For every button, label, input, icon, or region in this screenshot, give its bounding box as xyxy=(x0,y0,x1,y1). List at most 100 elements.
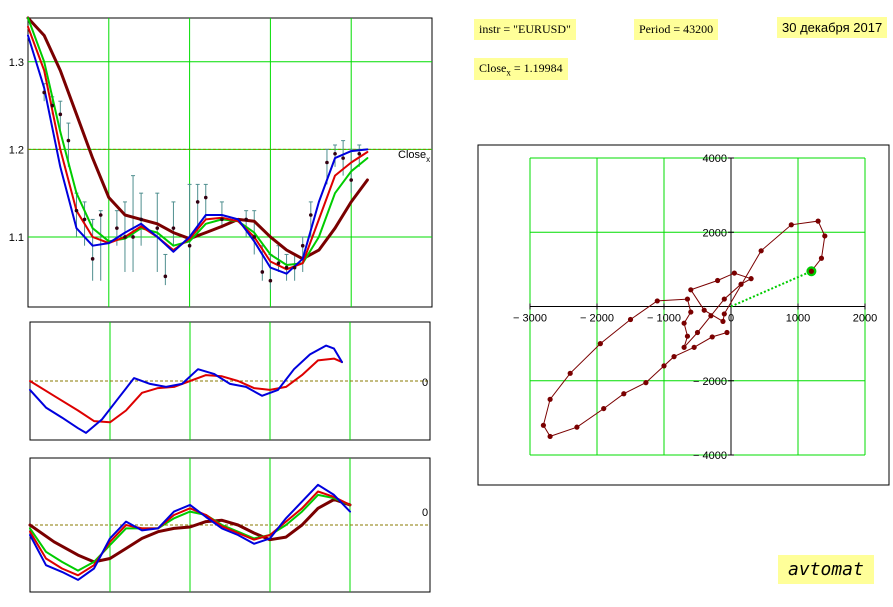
close-point xyxy=(325,160,329,165)
series-line-green xyxy=(29,493,351,572)
close-point xyxy=(309,213,313,217)
phase-point xyxy=(720,318,726,324)
close-point xyxy=(357,151,362,156)
series-line-blue xyxy=(27,34,369,275)
phase-point xyxy=(758,248,764,254)
close-point xyxy=(123,235,127,239)
oscillator-1-chart: 0 xyxy=(29,321,431,441)
phase-y-tick-label: − 2000 xyxy=(693,376,727,388)
close-points xyxy=(42,90,362,283)
main-price-chart: 1.1 1.2 1.3 Closex xyxy=(9,16,433,308)
phase-x-tick-label: 2000 xyxy=(853,313,877,325)
phase-x-tick-label: 0 xyxy=(728,313,734,325)
phase-trajectory xyxy=(540,218,828,440)
phase-plot: − 3000 − 2000 − 1000 0 1000 2000 − 4000 − 2000 2… xyxy=(477,144,890,486)
phase-point xyxy=(681,344,687,350)
close-point xyxy=(276,261,281,266)
close-point xyxy=(195,200,200,204)
phase-point xyxy=(748,276,754,282)
series-line-blue xyxy=(29,344,343,434)
close-point xyxy=(82,217,87,222)
phase-point xyxy=(721,296,727,302)
phase-point xyxy=(684,333,691,339)
phase-point xyxy=(671,354,677,360)
phase-point xyxy=(547,396,553,402)
phase-y-tick-label: 4000 xyxy=(703,153,727,165)
phase-point xyxy=(715,277,721,284)
phase-point xyxy=(681,320,687,326)
phase-point xyxy=(731,270,737,276)
close-point xyxy=(244,217,248,222)
phase-trend-dotted-line xyxy=(730,270,812,308)
phase-point xyxy=(574,424,580,430)
phase-trend-line xyxy=(730,270,812,308)
close-point xyxy=(292,265,297,270)
phase-point xyxy=(688,309,694,315)
close-point xyxy=(50,103,55,108)
phase-point xyxy=(694,329,701,336)
close-value-subscript: x xyxy=(506,67,511,78)
close-point xyxy=(300,243,305,248)
phase-point xyxy=(643,380,649,386)
instrument-label: instr = "EURUSD" xyxy=(474,19,576,40)
phase-y-tick-label: − 4000 xyxy=(693,450,727,462)
close-point xyxy=(220,217,224,222)
phase-point xyxy=(601,405,607,412)
close-point xyxy=(90,257,95,261)
series-line-red xyxy=(27,25,369,271)
close-point xyxy=(163,274,168,279)
series-line-red xyxy=(29,357,343,424)
phase-x-tick-label: − 2000 xyxy=(580,313,614,325)
close-point xyxy=(115,226,119,230)
close-point xyxy=(187,243,192,248)
close-point xyxy=(268,278,273,283)
main-chart-series xyxy=(26,16,369,275)
phase-point xyxy=(684,296,691,302)
phase-current-point xyxy=(808,268,815,274)
close-point xyxy=(349,178,354,182)
phase-point xyxy=(547,433,553,440)
y-tick-label: 1.2 xyxy=(9,144,24,156)
phase-point xyxy=(654,298,660,304)
close-point xyxy=(260,270,265,274)
close-point xyxy=(42,90,46,95)
close-point xyxy=(74,208,79,213)
close-point xyxy=(341,156,345,160)
y-tick-label: 1.3 xyxy=(9,57,24,69)
phase-point xyxy=(721,311,727,317)
phase-point xyxy=(627,316,634,323)
phase-point xyxy=(701,307,707,313)
series-line-blue xyxy=(29,483,351,581)
close-point xyxy=(252,235,257,239)
close-point xyxy=(333,151,337,156)
phase-point xyxy=(540,422,547,428)
phase-point xyxy=(688,287,694,293)
close-point xyxy=(284,265,289,270)
phase-point xyxy=(597,341,603,347)
main-chart-y-ticks: 1.1 1.2 1.3 xyxy=(9,57,24,244)
series-line-darkred xyxy=(26,16,369,261)
oscillator-1-zero-label: 0 xyxy=(422,377,428,389)
phase-point xyxy=(661,363,667,369)
series-line-green xyxy=(27,17,369,266)
close-point xyxy=(98,213,103,217)
period-label: Period = 43200 xyxy=(634,19,719,40)
phase-point xyxy=(724,329,730,336)
oscillator-2-series xyxy=(28,483,352,581)
close-reference-label: Closex xyxy=(398,149,430,164)
phase-point xyxy=(709,334,715,340)
close-point xyxy=(139,217,143,222)
phase-plot-outer-frame xyxy=(477,144,890,486)
oscillator-2-chart: 0 xyxy=(28,457,431,593)
phase-x-tick-label: 1000 xyxy=(786,313,810,325)
phase-x-tick-label: − 1000 xyxy=(647,313,681,325)
phase-point xyxy=(818,255,825,261)
oscillator-2-zero-label: 0 xyxy=(422,507,428,519)
phase-point xyxy=(708,313,714,319)
close-point xyxy=(171,226,176,230)
phase-plot-tick-labels: − 3000 − 2000 − 1000 0 1000 2000 − 4000 − 2000 2… xyxy=(513,153,877,462)
phase-point xyxy=(822,233,828,239)
close-point xyxy=(66,138,71,143)
phase-x-tick-label: − 3000 xyxy=(513,313,547,325)
phase-point xyxy=(788,222,794,228)
